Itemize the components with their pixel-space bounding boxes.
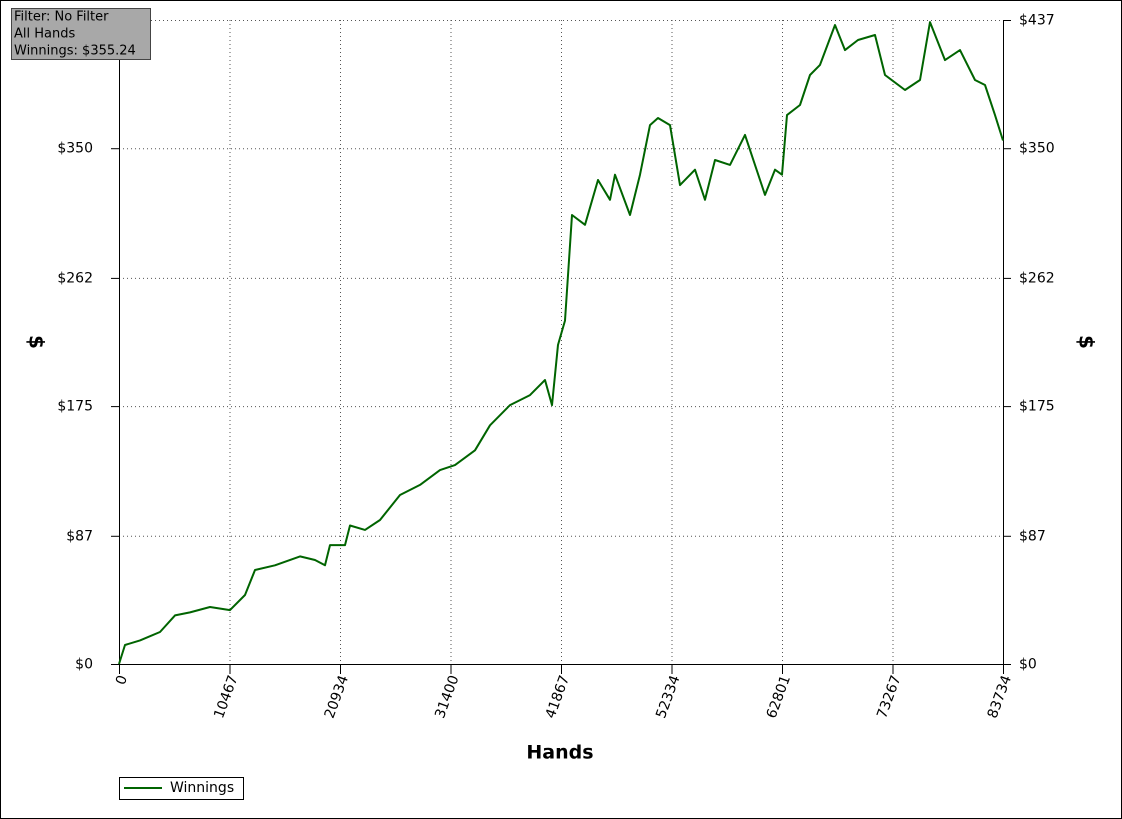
legend-label: Winnings — [170, 780, 234, 796]
y2-tick-label: $0 — [1019, 657, 1037, 673]
y-tick-label: $175 — [57, 399, 93, 415]
y-tick-label: $87 — [66, 528, 93, 544]
y2-tick-label: $175 — [1019, 399, 1055, 415]
y-tick-label: $350 — [57, 141, 93, 157]
info-hands: All Hands — [14, 27, 75, 42]
y2-tick-label: $437 — [1019, 13, 1055, 29]
series-line — [118, 21, 1004, 665]
legend — [119, 777, 244, 800]
y-tick-label: $0 — [75, 657, 93, 673]
y2-axis-label: $ — [1075, 335, 1099, 349]
info-filter: Filter: No Filter — [14, 10, 109, 25]
y2-tick-label: $262 — [1019, 270, 1055, 286]
y2-tick-label: $87 — [1019, 528, 1046, 544]
x-axis-label: Hands — [526, 742, 593, 764]
y-axis-label: $ — [25, 335, 49, 349]
info-winnings: Winnings: $355.24 — [14, 44, 136, 59]
y-tick-label: $262 — [57, 270, 93, 286]
info-box — [11, 8, 151, 60]
y2-tick-label: $350 — [1019, 141, 1055, 157]
